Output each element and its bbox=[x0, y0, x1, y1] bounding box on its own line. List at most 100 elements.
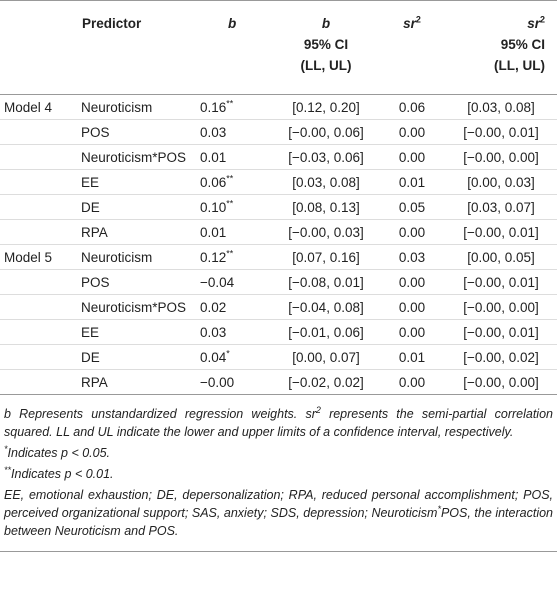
table-cell: Model 4 bbox=[0, 94, 81, 120]
cell-text: [−0.02, 0.02] bbox=[288, 374, 364, 390]
header-text: sr bbox=[527, 16, 540, 31]
table-cell: Model 5 bbox=[0, 244, 81, 270]
cell-text: 0.05 bbox=[398, 199, 426, 215]
cell-text: 0.01 bbox=[200, 224, 227, 240]
table-row: Neuroticism*POS 0.01 [−0.03, 0.06] 0.00 [−0.… bbox=[0, 144, 557, 170]
table-cell: [−0.00, 0.06] bbox=[273, 119, 379, 145]
table-cell: POS bbox=[81, 119, 198, 145]
cell-text: [−0.00, 0.06] bbox=[288, 124, 364, 140]
cell-text: 0.03 bbox=[200, 324, 227, 340]
cell-text: * bbox=[226, 348, 230, 358]
table-cell bbox=[0, 194, 81, 220]
table-cell: [−0.00, 0.02] bbox=[445, 344, 557, 370]
table-cell: RPA bbox=[81, 219, 198, 245]
note-sup: ** bbox=[4, 464, 12, 475]
table-cell: [−0.00, 0.01] bbox=[445, 219, 557, 245]
cell-text: ** bbox=[226, 98, 234, 108]
table-cell: [0.00, 0.03] bbox=[445, 169, 557, 195]
table-cell: [−0.00, 0.01] bbox=[445, 319, 557, 345]
header-text: (LL, UL) bbox=[300, 58, 352, 73]
table-cell bbox=[0, 144, 81, 170]
cell-text: 0.01 bbox=[398, 174, 426, 190]
cell-text: 0.02 bbox=[200, 299, 227, 315]
cell-text: 0.12 bbox=[200, 249, 227, 265]
table-row: DE 0.04* [0.00, 0.07] 0.01 [−0.00, 0.02] bbox=[0, 344, 557, 370]
header-cell: sr2 bbox=[379, 1, 445, 95]
table-cell: [0.03, 0.08] bbox=[445, 94, 557, 120]
header-text: b bbox=[228, 16, 237, 31]
table-cell: 0.00 bbox=[379, 369, 445, 395]
cell-text: 0.16 bbox=[200, 99, 227, 115]
table-cell: [−0.04, 0.08] bbox=[273, 294, 379, 320]
table-cell: 0.00 bbox=[379, 219, 445, 245]
table-cell bbox=[0, 119, 81, 145]
cell-text: DE bbox=[81, 199, 100, 215]
table-cell: 0.01 bbox=[198, 144, 273, 170]
note-text: represents the semi-partial correlation … bbox=[4, 407, 553, 439]
table-cell bbox=[0, 269, 81, 295]
cell-text: −0.00 bbox=[200, 374, 235, 390]
table-cell: 0.02 bbox=[198, 294, 273, 320]
table-cell bbox=[0, 369, 81, 395]
cell-text: [0.00, 0.05] bbox=[467, 249, 535, 265]
table-notes: b Represents unstandardized regression w… bbox=[0, 395, 557, 552]
header-sup: 2 bbox=[415, 14, 421, 25]
table-cell bbox=[0, 319, 81, 345]
table-cell: DE bbox=[81, 344, 198, 370]
table-cell: [0.08, 0.13] bbox=[273, 194, 379, 220]
table-cell: 0.00 bbox=[379, 119, 445, 145]
table-cell: [−0.00, 0.00] bbox=[445, 294, 557, 320]
note-text: Indicates p < 0.05. bbox=[7, 446, 111, 460]
cell-text: 0.04 bbox=[200, 349, 227, 365]
cell-text: [−0.00, 0.01] bbox=[463, 124, 539, 140]
table-cell: 0.12** bbox=[198, 244, 273, 270]
table-cell: [−0.00, 0.01] bbox=[445, 269, 557, 295]
table-cell: 0.00 bbox=[379, 294, 445, 320]
cell-text: ** bbox=[226, 248, 234, 258]
cell-text: −0.04 bbox=[200, 274, 235, 290]
note-sup: * bbox=[4, 443, 8, 454]
cell-text: [−0.00, 0.01] bbox=[463, 324, 539, 340]
cell-text: [0.03, 0.08] bbox=[292, 174, 360, 190]
note-text: Indicates p < 0.01. bbox=[11, 467, 114, 481]
header-cell: sr2 95% CI (LL, UL) bbox=[445, 1, 557, 95]
table-cell: [−0.03, 0.06] bbox=[273, 144, 379, 170]
table-row: Model 4 Neuroticism 0.16** [0.12, 0.20] 0.06… bbox=[0, 94, 557, 120]
cell-text: RPA bbox=[81, 224, 108, 240]
cell-text: ** bbox=[226, 198, 234, 208]
table-cell: POS bbox=[81, 269, 198, 295]
table-cell: [0.00, 0.05] bbox=[445, 244, 557, 270]
cell-text: Neuroticism*POS bbox=[81, 149, 187, 165]
cell-text: 0.00 bbox=[398, 299, 426, 315]
cell-text: [0.03, 0.08] bbox=[467, 99, 535, 115]
cell-text: [−0.00, 0.00] bbox=[463, 149, 539, 165]
cell-text: 0.03 bbox=[398, 249, 426, 265]
cell-text: Model 4 bbox=[4, 99, 53, 115]
table-cell: 0.01 bbox=[379, 344, 445, 370]
cell-text: Neuroticism*POS bbox=[81, 299, 187, 315]
cell-text: RPA bbox=[81, 374, 108, 390]
table-cell bbox=[0, 294, 81, 320]
table-cell: RPA bbox=[81, 369, 198, 395]
header-text: 95% CI bbox=[303, 37, 349, 52]
table-cell: 0.06** bbox=[198, 169, 273, 195]
cell-text: [−0.00, 0.01] bbox=[463, 224, 539, 240]
cell-text: [−0.00, 0.00] bbox=[463, 374, 539, 390]
table-cell: 0.04* bbox=[198, 344, 273, 370]
table-row: POS 0.03 [−0.00, 0.06] 0.00 [−0.00, 0.01] bbox=[0, 119, 557, 145]
table-cell bbox=[0, 344, 81, 370]
table-cell: [0.03, 0.08] bbox=[273, 169, 379, 195]
header-text: 95% CI bbox=[500, 37, 545, 52]
table-cell: 0.03 bbox=[198, 319, 273, 345]
cell-text: 0.01 bbox=[200, 149, 227, 165]
table-row: RPA 0.01 [−0.00, 0.03] 0.00 [−0.00, 0.01] bbox=[0, 219, 557, 245]
cell-text: [−0.04, 0.08] bbox=[288, 299, 364, 315]
cell-text: [0.00, 0.03] bbox=[467, 174, 535, 190]
table-cell: 0.01 bbox=[379, 169, 445, 195]
cell-text: Model 5 bbox=[4, 249, 53, 265]
header-cell: Predictor bbox=[81, 1, 198, 95]
cell-text: POS bbox=[81, 274, 110, 290]
table-cell: [−0.00, 0.00] bbox=[445, 144, 557, 170]
cell-text: 0.00 bbox=[398, 224, 426, 240]
